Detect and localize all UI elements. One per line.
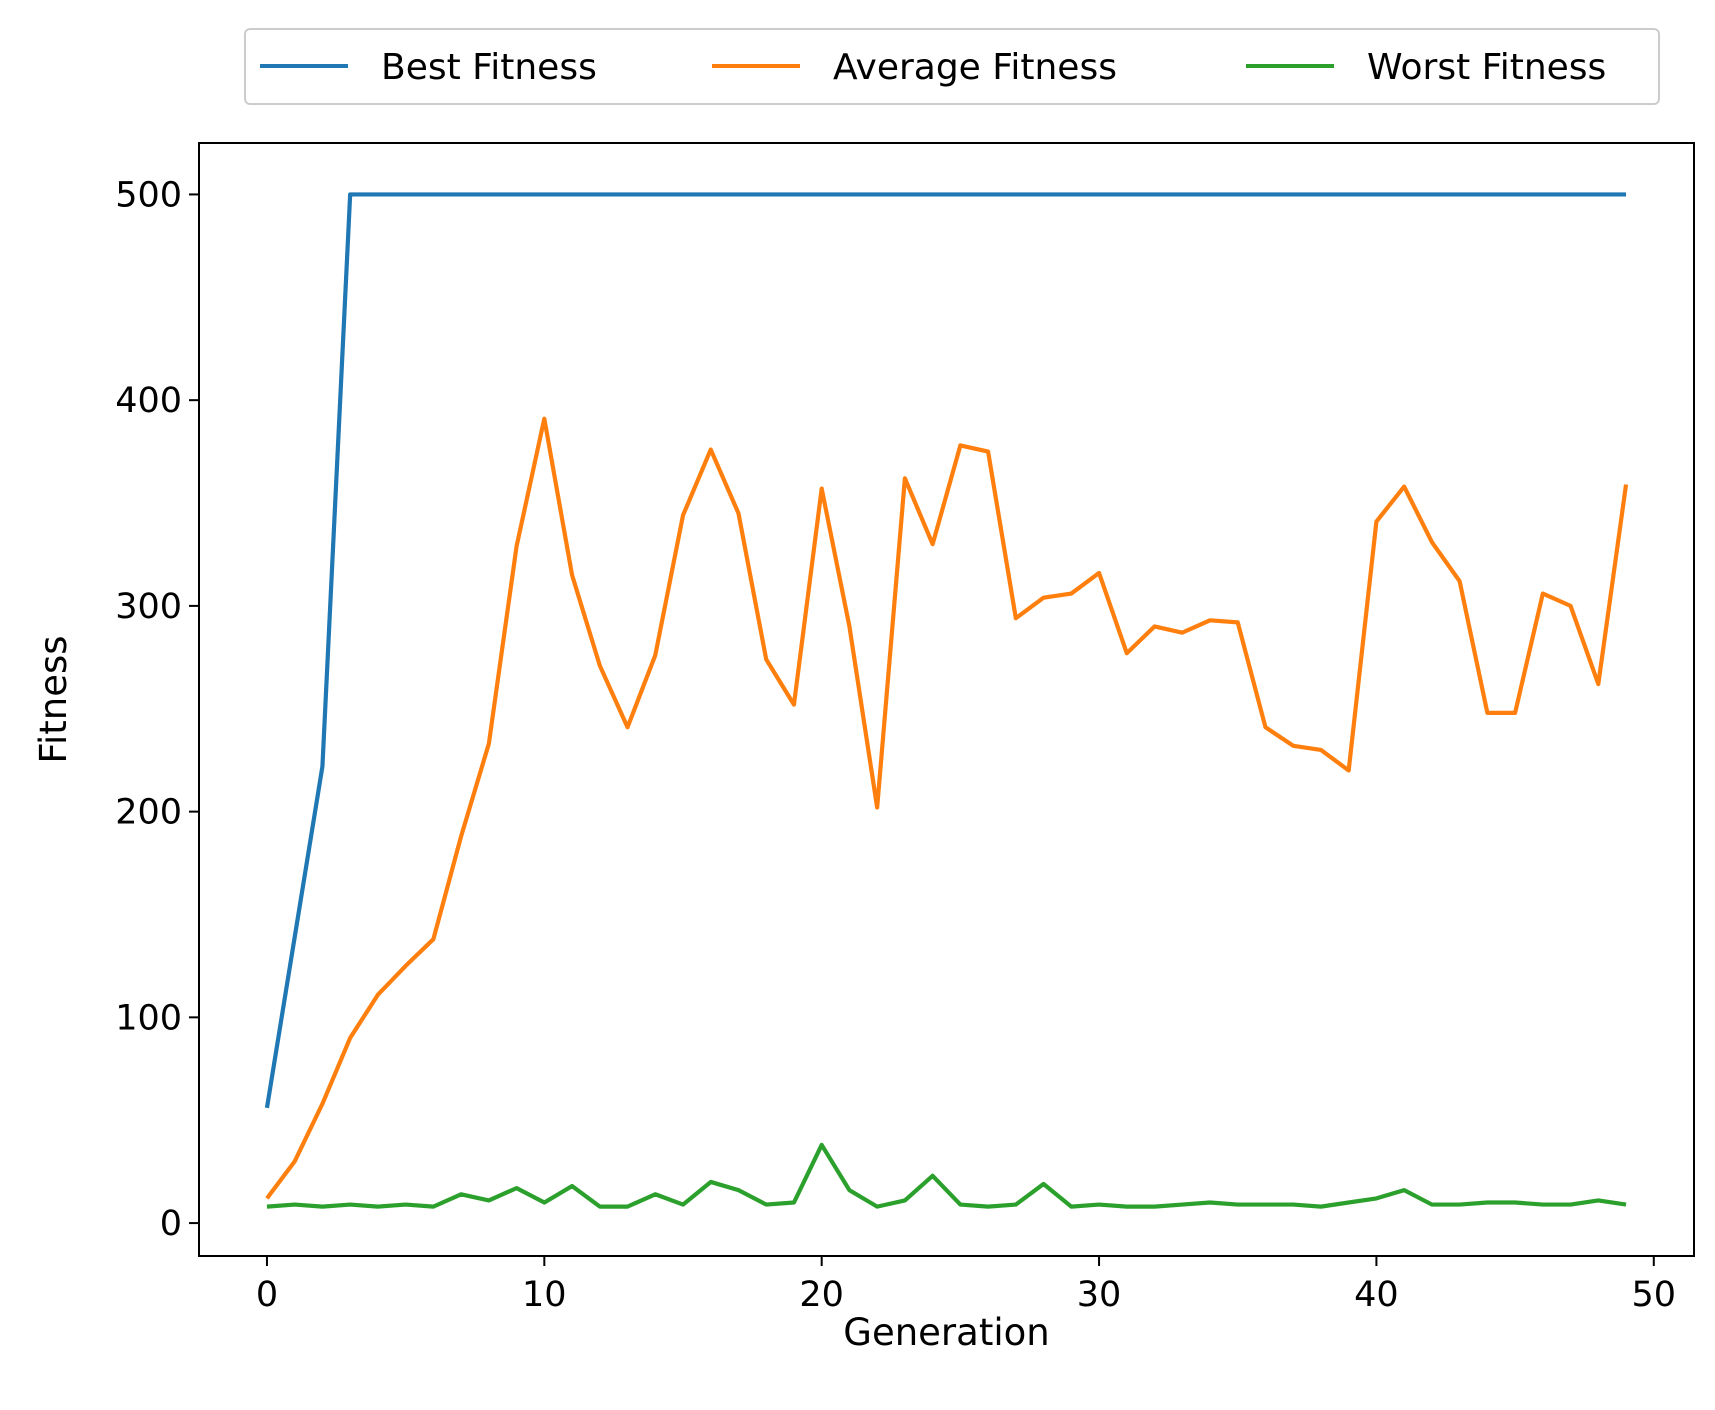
- x-tick-label: 40: [1354, 1275, 1399, 1315]
- y-tick-label: 500: [115, 175, 182, 215]
- axes-frame: [198, 142, 1695, 1257]
- x-axis-ticks: 0 10 20 30 40 50: [256, 1256, 1676, 1315]
- legend-box: [244, 28, 1660, 105]
- y-axis-ticks: 0 100 200 300 400 500: [115, 175, 199, 1244]
- y-tick-label: 0: [160, 1204, 182, 1244]
- series-line-best-fitness: [264, 192, 1627, 1109]
- x-tick-label: 50: [1632, 1275, 1677, 1315]
- y-tick-label: 300: [115, 587, 182, 627]
- y-axis-label: Fitness: [32, 635, 75, 763]
- plot-lines: [264, 192, 1629, 1209]
- legend-label-worst-fitness: Worst Fitness: [1367, 47, 1606, 88]
- x-tick-label: 20: [799, 1275, 844, 1315]
- y-tick-label: 200: [115, 793, 182, 833]
- series-line-average-fitness: [265, 416, 1629, 1200]
- x-tick-label: 10: [522, 1275, 567, 1315]
- x-tick-label: 0: [256, 1275, 278, 1315]
- x-axis-label: Generation: [843, 1311, 1049, 1354]
- y-tick-label: 100: [115, 998, 182, 1038]
- x-tick-label: 30: [1077, 1275, 1122, 1315]
- legend-label-best-fitness: Best Fitness: [381, 47, 597, 88]
- y-tick-label: 400: [115, 381, 182, 421]
- series-line-worst-fitness: [266, 1142, 1627, 1209]
- legend-label-average-fitness: Average Fitness: [833, 47, 1117, 88]
- legend: Best Fitness Average Fitness Worst Fitne…: [244, 28, 1660, 105]
